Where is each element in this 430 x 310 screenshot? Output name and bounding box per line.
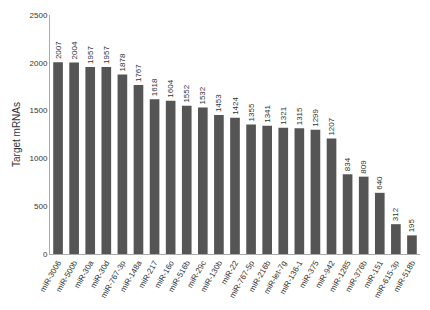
- svg-text:miR-1285: miR-1285: [328, 259, 353, 294]
- svg-text:1618: 1618: [150, 78, 159, 96]
- svg-text:1500: 1500: [30, 106, 48, 115]
- svg-text:miR-22: miR-22: [220, 259, 241, 286]
- svg-text:0: 0: [43, 250, 48, 259]
- svg-text:1355: 1355: [247, 103, 256, 121]
- svg-text:1315: 1315: [295, 107, 304, 125]
- svg-text:Target mRNAs: Target mRNAs: [11, 102, 22, 167]
- svg-text:809: 809: [359, 160, 368, 174]
- svg-text:miR-500b: miR-500b: [54, 259, 79, 294]
- svg-text:1604: 1604: [166, 79, 175, 97]
- svg-text:miR-217: miR-217: [137, 259, 160, 290]
- svg-text:miR-376b: miR-376b: [344, 259, 369, 294]
- svg-text:miR-151: miR-151: [362, 259, 385, 290]
- svg-text:miR-942: miR-942: [314, 259, 337, 290]
- svg-text:1532: 1532: [198, 86, 207, 104]
- svg-text:1341: 1341: [263, 104, 272, 122]
- svg-text:1000: 1000: [30, 154, 48, 163]
- svg-text:miR-375: miR-375: [298, 259, 321, 290]
- svg-text:miR-148a: miR-148a: [119, 259, 144, 294]
- svg-text:miR-518b: miR-518b: [392, 259, 417, 294]
- svg-text:miR-615-3p: miR-615-3p: [372, 259, 401, 300]
- svg-text:2000: 2000: [30, 59, 48, 68]
- svg-text:miR-130b: miR-130b: [199, 259, 224, 294]
- svg-text:miR-16o: miR-16o: [153, 259, 176, 290]
- svg-text:2500: 2500: [30, 11, 48, 20]
- svg-text:1321: 1321: [279, 106, 288, 124]
- svg-text:2007: 2007: [54, 41, 63, 59]
- svg-text:1552: 1552: [182, 84, 191, 102]
- svg-text:1207: 1207: [327, 117, 336, 135]
- svg-text:834: 834: [343, 157, 352, 171]
- svg-text:1424: 1424: [231, 97, 240, 115]
- svg-text:miR-3006: miR-3006: [38, 259, 63, 294]
- svg-text:195: 195: [407, 218, 416, 232]
- svg-text:640: 640: [375, 176, 384, 190]
- svg-text:1957: 1957: [86, 46, 95, 64]
- svg-text:miR-216b: miR-216b: [247, 259, 272, 294]
- svg-text:500: 500: [34, 202, 48, 211]
- svg-text:2004: 2004: [70, 41, 79, 59]
- svg-text:miR-767-5p: miR-767-5p: [228, 259, 257, 300]
- svg-text:miR-516b: miR-516b: [167, 259, 192, 294]
- svg-text:1453: 1453: [214, 94, 223, 112]
- svg-text:1299: 1299: [311, 108, 320, 126]
- svg-text:1878: 1878: [118, 53, 127, 71]
- svg-text:miR-767-3p: miR-767-3p: [99, 259, 128, 300]
- svg-text:miR-let-7g: miR-let-7g: [262, 259, 288, 295]
- svg-text:1957: 1957: [102, 46, 111, 64]
- svg-text:1767: 1767: [134, 64, 143, 82]
- svg-text:miR-29c: miR-29c: [185, 259, 208, 289]
- svg-text:miR-136-1: miR-136-1: [278, 259, 305, 296]
- svg-text:miR-30a: miR-30a: [73, 259, 96, 290]
- svg-text:miR-30d: miR-30d: [89, 259, 112, 290]
- svg-text:312: 312: [391, 207, 400, 221]
